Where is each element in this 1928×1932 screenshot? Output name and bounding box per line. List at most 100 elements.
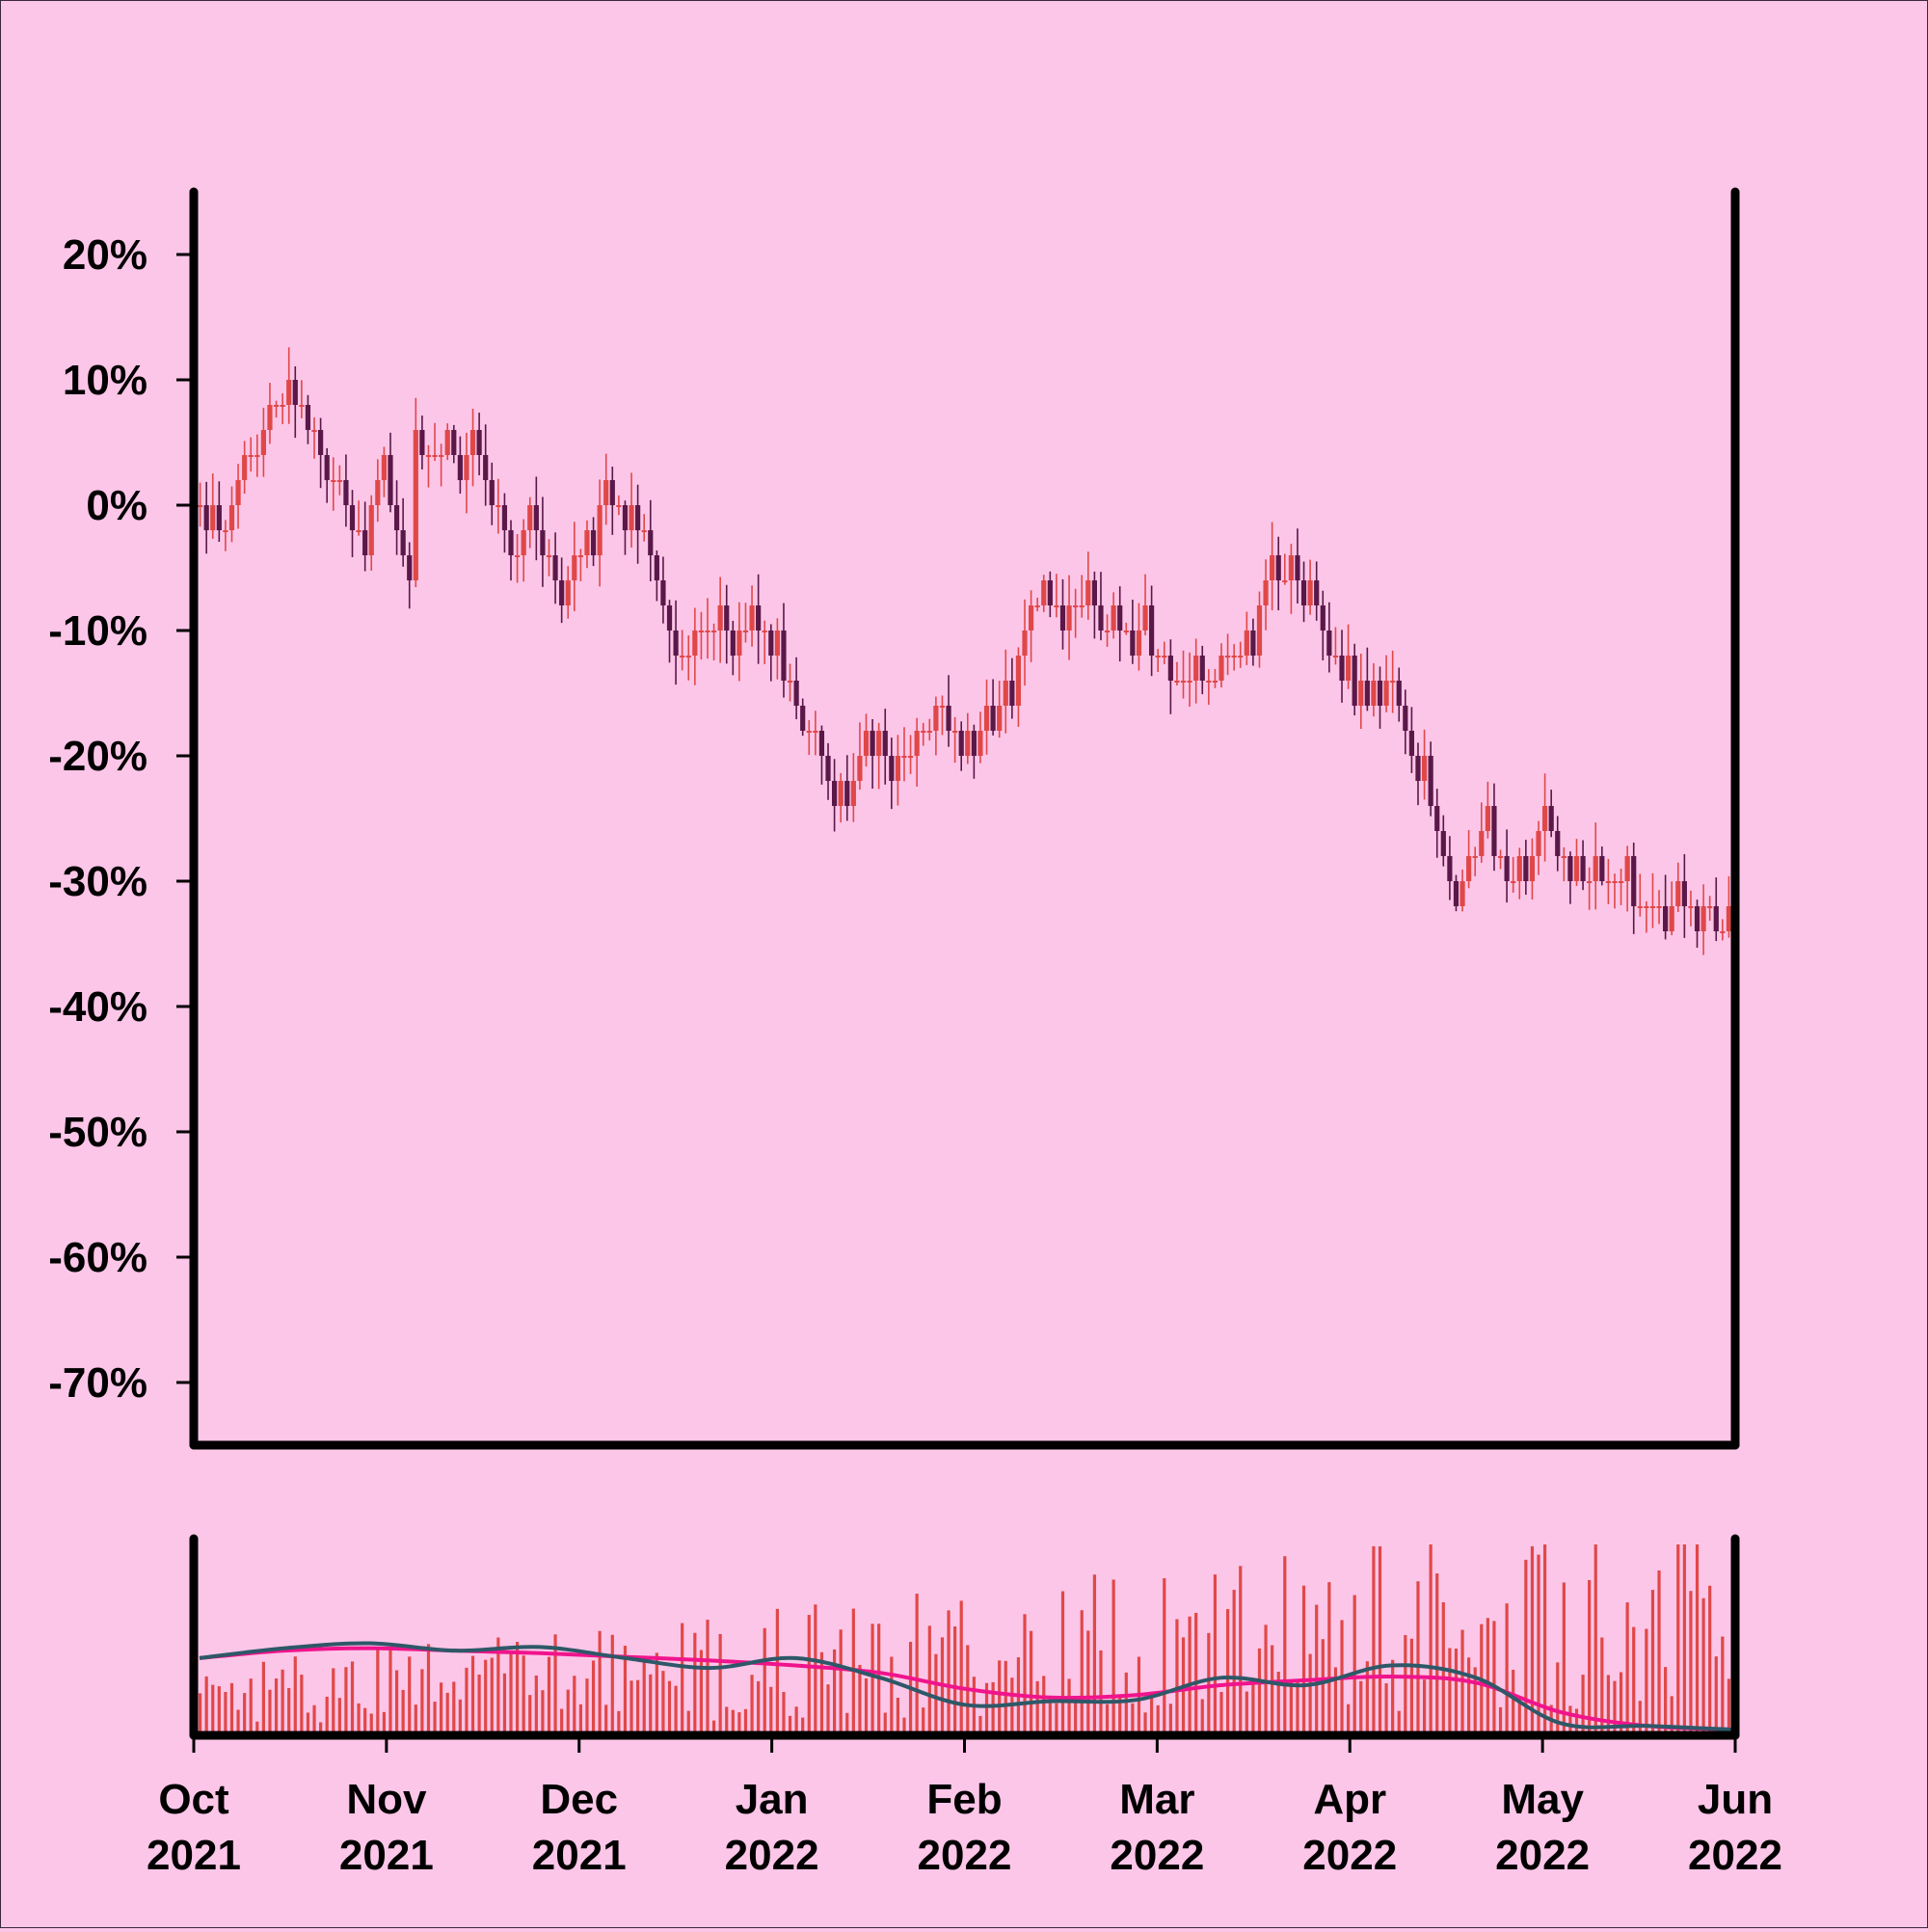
- volume-bar: [585, 1678, 589, 1735]
- candle: [1434, 789, 1440, 858]
- candle: [710, 623, 717, 660]
- candle: [1649, 872, 1656, 928]
- volume-bar: [224, 1691, 228, 1735]
- candle: [1459, 869, 1465, 912]
- candle: [1561, 846, 1566, 882]
- volume-bar: [1422, 1679, 1427, 1735]
- candle: [597, 479, 602, 587]
- candle: [1612, 873, 1618, 909]
- volume-bar: [229, 1682, 234, 1735]
- volume-bar: [1391, 1659, 1395, 1735]
- candle: [203, 481, 209, 554]
- candle: [971, 724, 977, 779]
- candle: [1587, 867, 1593, 910]
- y-tick-label: 0%: [86, 482, 147, 529]
- candle: [1130, 599, 1136, 664]
- candle: [1428, 741, 1433, 817]
- volume-bar: [573, 1676, 576, 1735]
- volume-bar: [534, 1675, 538, 1735]
- candle: [1224, 633, 1231, 676]
- candle: [997, 681, 1003, 738]
- candle: [863, 713, 870, 767]
- candle: [635, 484, 641, 564]
- candle: [292, 365, 298, 439]
- candle: [983, 679, 990, 755]
- volume-bar: [1397, 1710, 1401, 1735]
- x-tick-month: Apr: [1313, 1776, 1386, 1823]
- volume-bar: [1105, 1704, 1110, 1735]
- volume-bar: [1023, 1614, 1027, 1735]
- candle: [1681, 854, 1687, 938]
- candle: [781, 603, 787, 698]
- volume-bar: [1276, 1672, 1280, 1735]
- candle: [584, 520, 590, 569]
- candle: [1497, 849, 1504, 870]
- candle: [616, 495, 622, 516]
- candle: [1275, 536, 1281, 611]
- candle: [469, 409, 476, 487]
- candle: [958, 721, 964, 771]
- volume-bar: [1194, 1612, 1198, 1735]
- candle: [1098, 572, 1104, 641]
- volume-bar: [458, 1699, 462, 1735]
- candle: [1015, 647, 1022, 727]
- volume-bar: [1245, 1691, 1248, 1735]
- y-tick-label: -60%: [48, 1234, 147, 1281]
- volume-bar: [1619, 1672, 1623, 1735]
- candle: [1332, 627, 1339, 665]
- candle: [977, 711, 983, 764]
- candle: [400, 497, 406, 567]
- candle: [698, 611, 705, 660]
- candle: [1059, 578, 1066, 650]
- candle: [1390, 650, 1396, 713]
- volume-bar: [1689, 1591, 1693, 1735]
- candle: [1047, 571, 1053, 618]
- candle: [223, 520, 228, 551]
- volume-bar: [553, 1634, 557, 1735]
- candle: [926, 718, 932, 741]
- candle: [495, 478, 501, 534]
- volume-bar: [991, 1681, 995, 1735]
- volume-bar: [376, 1648, 380, 1735]
- candle: [413, 397, 418, 587]
- candle: [381, 446, 388, 497]
- volume-bar: [1359, 1680, 1363, 1735]
- candle: [235, 464, 241, 529]
- x-tick-year: 2022: [1495, 1832, 1590, 1879]
- volume-bar: [591, 1660, 596, 1735]
- volume-bar: [1283, 1556, 1287, 1735]
- candle: [1149, 585, 1155, 677]
- candle: [1408, 707, 1415, 773]
- candle: [572, 522, 577, 612]
- candle: [1421, 729, 1428, 800]
- candle: [914, 717, 920, 787]
- candle: [368, 495, 374, 571]
- volume-bar: [1060, 1591, 1065, 1735]
- candle: [1212, 668, 1218, 688]
- volume-bar: [1606, 1675, 1610, 1735]
- volume-bar: [1505, 1603, 1509, 1735]
- candle: [1199, 645, 1205, 695]
- candle: [939, 695, 946, 736]
- volume-bar: [1143, 1712, 1147, 1735]
- volume-bar: [1333, 1667, 1338, 1735]
- candle: [1675, 862, 1681, 913]
- volume-bar: [1315, 1604, 1319, 1735]
- volume-bar: [1574, 1708, 1579, 1735]
- candle: [349, 490, 356, 557]
- volume-bar: [1454, 1649, 1459, 1735]
- candle: [825, 742, 831, 800]
- candle: [1079, 575, 1084, 618]
- volume-bar: [1232, 1590, 1236, 1735]
- candle: [1073, 588, 1079, 638]
- volume-bar: [1429, 1544, 1433, 1735]
- volume-bar: [541, 1690, 545, 1735]
- volume-bar: [1645, 1628, 1648, 1735]
- volume-bar: [1156, 1704, 1160, 1735]
- candle: [1624, 845, 1630, 912]
- volume-bar: [1670, 1696, 1674, 1735]
- volume-bar: [261, 1661, 265, 1735]
- volume-bar: [477, 1674, 481, 1735]
